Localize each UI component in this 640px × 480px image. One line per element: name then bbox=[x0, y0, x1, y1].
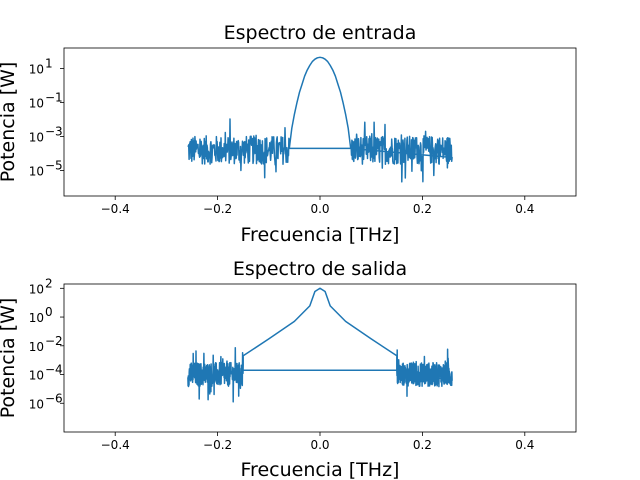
spectrum-line bbox=[187, 56, 453, 183]
subplot-output-spectrum: Espectro de salida −0.4 −0.2 0.0 0.2 0.4 10−… bbox=[0, 258, 577, 480]
x-axis-label: Frecuencia [THz] bbox=[241, 459, 400, 480]
y-tick-label: 10 bbox=[29, 397, 44, 411]
chart-title: Espectro de salida bbox=[233, 258, 407, 280]
y-tick-label: 10 bbox=[29, 164, 44, 178]
y-tick-exponent: −4 bbox=[45, 363, 63, 377]
x-tick-label: −0.2 bbox=[203, 438, 232, 452]
plot-area bbox=[63, 47, 577, 197]
y-tick-exponent: 0 bbox=[45, 305, 53, 319]
y-tick-label: 10 bbox=[29, 311, 44, 325]
x-tick-label: −0.4 bbox=[101, 438, 130, 452]
y-tick-label: 10 bbox=[29, 340, 44, 354]
y-axis-label: Potencia [W] bbox=[0, 62, 19, 183]
x-axis-label: Frecuencia [THz] bbox=[241, 224, 400, 246]
x-tick-label: 0.4 bbox=[515, 202, 534, 216]
x-tick-label: −0.4 bbox=[101, 202, 130, 216]
y-tick-exponent: 2 bbox=[45, 276, 53, 290]
y-tick-exponent: 1 bbox=[45, 56, 53, 70]
y-axis-label: Potencia [W] bbox=[0, 298, 19, 419]
x-axis: −0.4 −0.2 0.0 0.2 0.4 bbox=[101, 196, 534, 216]
y-tick-label: 10 bbox=[29, 282, 44, 296]
subplot-input-spectrum: Espectro de entrada −0.4 −0.2 0.0 0.2 0.4 10… bbox=[0, 22, 577, 246]
y-tick-label: 10 bbox=[29, 96, 44, 110]
plot-data bbox=[187, 56, 453, 183]
x-tick-label: 0.2 bbox=[413, 202, 432, 216]
y-tick-exponent: −6 bbox=[45, 391, 63, 405]
x-tick-label: 0.2 bbox=[413, 438, 432, 452]
x-tick-label: 0.0 bbox=[310, 438, 329, 452]
y-tick-exponent: −3 bbox=[45, 124, 63, 138]
y-tick-label: 10 bbox=[29, 130, 44, 144]
x-tick-label: −0.2 bbox=[203, 202, 232, 216]
y-tick-label: 10 bbox=[29, 369, 44, 383]
chart-title: Espectro de entrada bbox=[224, 22, 417, 44]
x-axis: −0.4 −0.2 0.0 0.2 0.4 bbox=[101, 432, 534, 452]
y-tick-label: 10 bbox=[29, 62, 44, 76]
x-tick-label: 0.0 bbox=[310, 202, 329, 216]
x-tick-label: 0.4 bbox=[515, 438, 534, 452]
spectrum-line bbox=[187, 287, 453, 403]
y-tick-exponent: −2 bbox=[45, 334, 63, 348]
plot-area bbox=[63, 283, 577, 433]
plot-data bbox=[187, 287, 453, 403]
y-tick-exponent: −5 bbox=[45, 158, 63, 172]
y-tick-exponent: −1 bbox=[45, 90, 63, 104]
